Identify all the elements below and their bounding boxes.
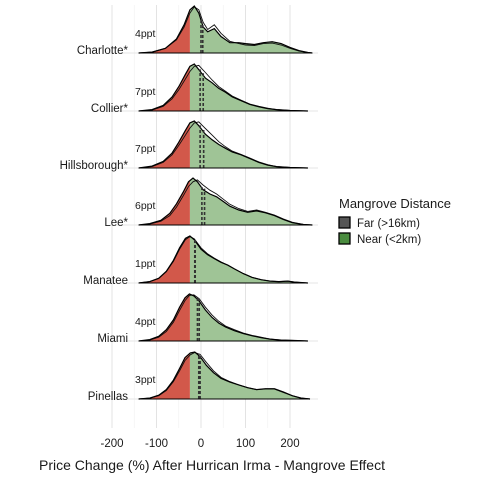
legend-swatch-near	[338, 232, 351, 245]
ppt-annotation: 4ppt	[135, 316, 156, 328]
density-fill-negative	[138, 122, 190, 168]
y-tick-label: Manatee	[83, 275, 128, 287]
density-fill-positive	[189, 294, 308, 341]
x-tick-label: -200	[100, 438, 123, 450]
y-tick-label: Miami	[97, 333, 128, 345]
density-line-far	[138, 293, 308, 342]
ppt-annotation: 3ppt	[135, 374, 156, 386]
density-fill-negative	[138, 9, 190, 54]
density-line-far	[138, 63, 308, 112]
x-tick-label: 0	[198, 438, 204, 450]
density-line-near	[138, 6, 313, 54]
density-fill-positive	[189, 178, 313, 225]
x-tick-label: 100	[236, 438, 255, 450]
ppt-annotation: 1ppt	[135, 258, 156, 270]
density-line-far	[138, 177, 313, 226]
ridge-charlotte: Charlotte* 4ppt	[77, 5, 313, 57]
legend-swatch-far	[338, 216, 351, 229]
legend-label-near: Near (<2km)	[357, 234, 421, 246]
legend-title: Mangrove Distance	[339, 196, 451, 211]
ridge-pinellas: Pinellas 3ppt	[88, 351, 311, 403]
legend: Mangrove Distance Far (>16km) Near (<2km…	[338, 196, 451, 246]
x-tick-label: -100	[145, 438, 168, 450]
density-fill-positive	[189, 6, 313, 54]
density-line-far	[138, 120, 308, 169]
density-line-far	[138, 351, 311, 400]
ridge-collier: Collier* 7ppt	[91, 63, 308, 115]
density-fill-positive	[189, 352, 310, 399]
density-line-far	[138, 5, 313, 54]
y-tick-label: Charlotte*	[77, 45, 129, 57]
y-tick-label: Lee*	[104, 217, 128, 229]
y-tick-label: Hillsborough*	[60, 160, 129, 172]
ridge-lee: Lee* 6ppt	[104, 177, 313, 229]
density-fill-positive	[189, 236, 308, 283]
density-fill-negative	[138, 236, 190, 283]
x-tick-label: 200	[280, 438, 299, 450]
ppt-annotation: 4ppt	[135, 28, 156, 40]
ridges: Charlotte* 4ppt Collier* 7ppt Hillsborough* 7…	[60, 5, 313, 403]
ppt-annotation: 6ppt	[135, 200, 156, 212]
legend-label-far: Far (>16km)	[357, 218, 420, 230]
density-fill-positive	[189, 121, 308, 168]
ridge-manatee: Manatee 1ppt	[83, 235, 308, 287]
y-tick-label: Pinellas	[88, 391, 129, 403]
ridge-hillsborough: Hillsborough* 7ppt	[60, 120, 308, 172]
density-fill-negative	[138, 294, 190, 341]
ppt-annotation: 7ppt	[135, 86, 156, 98]
x-axis: -200 -100 0 100 200	[100, 438, 299, 450]
ppt-annotation: 7ppt	[135, 143, 156, 155]
density-fill-positive	[189, 64, 308, 111]
density-fill-negative	[138, 353, 190, 399]
ridge-miami: Miami 4ppt	[97, 293, 308, 345]
density-fill-negative	[138, 180, 190, 225]
density-line-far	[138, 235, 308, 284]
y-tick-label: Collier*	[91, 103, 129, 115]
density-fill-negative	[138, 66, 190, 111]
x-axis-title: Price Change (%) After Hurrican Irma - M…	[39, 457, 385, 473]
